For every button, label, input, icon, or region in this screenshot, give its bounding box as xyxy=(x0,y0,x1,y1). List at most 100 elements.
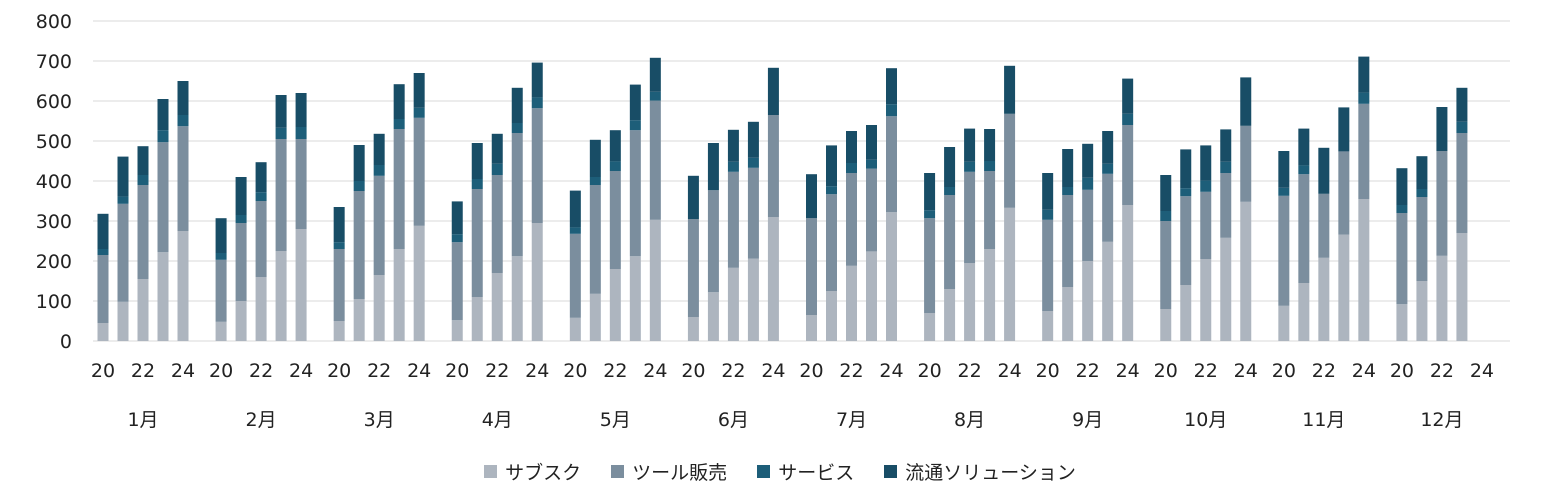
bar-segment-10-2-s0 xyxy=(1200,259,1212,341)
bar-segment-1-2-s0 xyxy=(137,279,149,341)
bar-segment-5-1-s1 xyxy=(589,185,601,294)
bar-segment-3-1-s0 xyxy=(353,299,365,341)
bar-segment-1-0-s2 xyxy=(97,249,109,255)
bar-segment-12-3-s3 xyxy=(1456,87,1468,122)
bar-segment-9-2-s3 xyxy=(1082,143,1094,178)
bar-segment-2-0-s3 xyxy=(215,218,227,253)
legend-item-subscription: サブスク xyxy=(484,458,581,485)
group-label-4: 4月 xyxy=(482,409,513,431)
bar-segment-1-0-s1 xyxy=(97,255,109,323)
group-label-1: 1月 xyxy=(127,409,158,431)
bar-segment-11-1-s3 xyxy=(1298,128,1310,166)
bar-segment-7-4-s1 xyxy=(886,116,897,213)
bar-segment-5-4-s2 xyxy=(649,91,661,101)
bar-segment-4-2-s3 xyxy=(491,133,503,164)
x-tick-label-6-22: 22 xyxy=(721,360,745,382)
group-label-5: 5月 xyxy=(600,409,631,431)
bar-segment-9-4-s0 xyxy=(1122,205,1134,341)
bar-segment-1-3-s0 xyxy=(157,252,169,341)
bar-segment-10-2-s3 xyxy=(1200,145,1212,181)
y-tick-label-700: 700 xyxy=(36,51,72,73)
bar-segment-4-4-s0 xyxy=(531,223,543,341)
bar-segment-12-0-s1 xyxy=(1396,213,1408,305)
bar-segment-9-3-s1 xyxy=(1102,173,1114,242)
bar-segment-5-4-s1 xyxy=(649,100,661,220)
bar-segment-3-2-s1 xyxy=(373,175,385,275)
legend-item-service: サービス xyxy=(757,458,854,485)
bar-segment-5-1-s2 xyxy=(589,177,601,185)
bar-segment-9-2-s2 xyxy=(1082,177,1094,190)
bar-segment-3-2-s0 xyxy=(373,275,385,341)
bar-segment-5-0-s0 xyxy=(569,317,581,341)
bar-segment-3-4-s0 xyxy=(413,225,425,341)
bar-segment-12-0-s0 xyxy=(1396,304,1408,341)
x-tick-label-8-20: 20 xyxy=(917,360,941,382)
bar-segment-4-1-s1 xyxy=(471,189,483,297)
bar-segment-2-2-s1 xyxy=(255,201,267,277)
bar-segment-4-4-s3 xyxy=(531,62,543,98)
bar-segment-3-0-s2 xyxy=(333,242,345,249)
group-label-7: 7月 xyxy=(836,409,867,431)
bar-segment-6-3-s3 xyxy=(747,121,759,158)
bar-segment-12-1-s3 xyxy=(1416,156,1428,189)
bar-segment-5-3-s2 xyxy=(629,120,641,131)
x-tick-label-11-24: 24 xyxy=(1352,360,1376,382)
bar-segment-10-2-s1 xyxy=(1200,191,1212,259)
bar-segment-3-0-s0 xyxy=(333,321,345,341)
bar-segment-4-0-s2 xyxy=(451,234,463,243)
legend-label-service: サービス xyxy=(778,462,855,484)
bar-segment-11-3-s0 xyxy=(1338,234,1350,341)
bar-segment-4-1-s3 xyxy=(471,143,483,179)
y-tick-label-400: 400 xyxy=(36,171,72,193)
bar-segment-7-3-s0 xyxy=(866,251,877,341)
x-tick-label-4-20: 20 xyxy=(445,360,469,382)
bar-segment-5-1-s3 xyxy=(589,139,601,177)
bar-segment-3-3-s0 xyxy=(393,249,405,341)
bar-segment-12-2-s1 xyxy=(1436,151,1448,256)
legend-swatch-tool-sales xyxy=(611,465,625,478)
bar-segment-11-1-s2 xyxy=(1298,165,1310,175)
bar-segment-9-0-s3 xyxy=(1042,173,1054,210)
legend-item-tool-sales: ツール販売 xyxy=(611,458,727,485)
x-tick-label-11-20: 20 xyxy=(1272,360,1296,382)
x-tick-label-7-24: 24 xyxy=(879,360,903,382)
bar-segment-4-2-s1 xyxy=(491,175,503,273)
group-label-11: 11月 xyxy=(1302,409,1345,431)
x-tick-label-7-22: 22 xyxy=(839,360,863,382)
bar-segment-12-0-s3 xyxy=(1396,168,1408,205)
bar-segment-2-3-s1 xyxy=(275,139,287,251)
bar-segment-4-3-s3 xyxy=(511,87,523,123)
bar-segment-2-1-s0 xyxy=(235,301,247,341)
bar-segment-3-1-s1 xyxy=(353,191,365,299)
bar-segment-8-3-s0 xyxy=(984,249,996,341)
x-tick-label-5-22: 22 xyxy=(603,360,627,382)
bar-segment-2-2-s3 xyxy=(255,162,267,193)
x-tick-label-10-24: 24 xyxy=(1234,360,1258,382)
y-tick-label-300: 300 xyxy=(36,211,72,233)
bar-segment-8-2-s2 xyxy=(964,161,976,172)
bar-segment-7-0-s0 xyxy=(806,315,817,341)
x-tick-label-1-20: 20 xyxy=(91,360,115,382)
bar-segment-6-2-s2 xyxy=(727,161,739,172)
x-tick-label-2-22: 22 xyxy=(249,360,273,382)
bar-segment-4-4-s1 xyxy=(531,108,543,223)
bar-segment-1-4-s0 xyxy=(177,231,189,341)
bar-segment-2-3-s3 xyxy=(275,95,287,128)
x-tick-label-12-22: 22 xyxy=(1430,360,1454,382)
bar-segment-8-1-s3 xyxy=(944,147,956,187)
bar-segment-9-3-s0 xyxy=(1102,241,1114,341)
bar-segment-2-2-s2 xyxy=(255,192,267,201)
bar-segment-3-2-s2 xyxy=(373,165,385,176)
bar-segment-4-3-s1 xyxy=(511,133,523,257)
bar-segment-6-0-s3 xyxy=(687,175,699,219)
bar-segment-8-1-s1 xyxy=(944,195,956,289)
bar-segment-10-0-s1 xyxy=(1160,221,1172,309)
legend-swatch-subscription xyxy=(484,465,498,478)
bar-segment-11-3-s3 xyxy=(1338,107,1350,152)
bar-segment-9-0-s2 xyxy=(1042,209,1054,220)
bar-segment-7-0-s1 xyxy=(806,218,817,315)
x-tick-label-9-22: 22 xyxy=(1076,360,1100,382)
bar-segment-8-3-s1 xyxy=(984,171,996,249)
bar-segment-10-2-s2 xyxy=(1200,180,1212,192)
bar-segment-11-2-s0 xyxy=(1318,257,1330,341)
